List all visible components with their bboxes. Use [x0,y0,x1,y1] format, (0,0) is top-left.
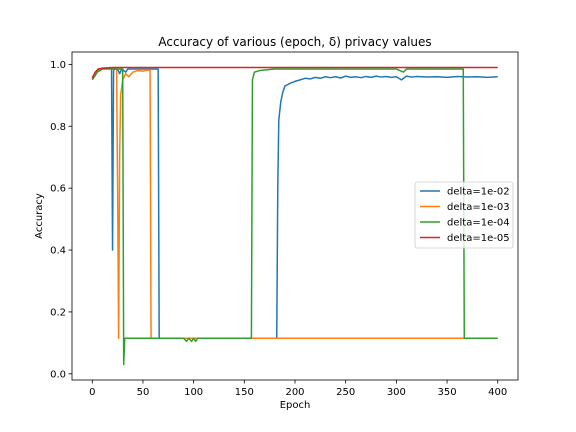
y-tick-label: 0.4 [50,246,66,257]
plot-lines [91,66,498,366]
series-line-0 [91,67,498,339]
chart-title: Accuracy of various (epoch, δ) privacy v… [158,35,431,49]
x-tick-label: 50 [137,387,150,398]
legend-label-0: delta=1e-02 [447,187,510,198]
y-tick-label: 0.6 [50,184,66,195]
legend-label-3: delta=1e-05 [447,233,510,244]
y-tick-label: 0.2 [50,307,66,318]
y-axis-label: Accuracy [34,193,45,239]
legend-box [414,181,514,249]
x-tick-label: 350 [437,387,456,398]
x-tick-label: 400 [488,387,507,398]
y-tick-label: 0.8 [50,122,66,133]
x-tick-label: 0 [89,387,95,398]
x-axis-label: Epoch [280,400,311,411]
series-line-2 [91,68,498,366]
x-tick-label: 150 [235,387,254,398]
legend-label-1: delta=1e-03 [447,202,510,213]
x-axis: 0 50 100 150 200 250 300 350 400 [89,380,507,398]
series-line-3 [91,66,498,79]
legend-label-2: delta=1e-04 [447,218,510,229]
x-tick-label: 200 [285,387,304,398]
x-tick-label: 100 [184,387,203,398]
y-tick-label: 1.0 [50,60,66,71]
x-tick-label: 250 [336,387,355,398]
x-tick-label: 300 [387,387,406,398]
y-tick-label: 0.0 [50,369,66,380]
y-axis: 0.0 0.2 0.4 0.6 0.8 1.0 [50,60,72,380]
legend: delta=1e-02 delta=1e-03 delta=1e-04 delta=1… [414,181,514,249]
